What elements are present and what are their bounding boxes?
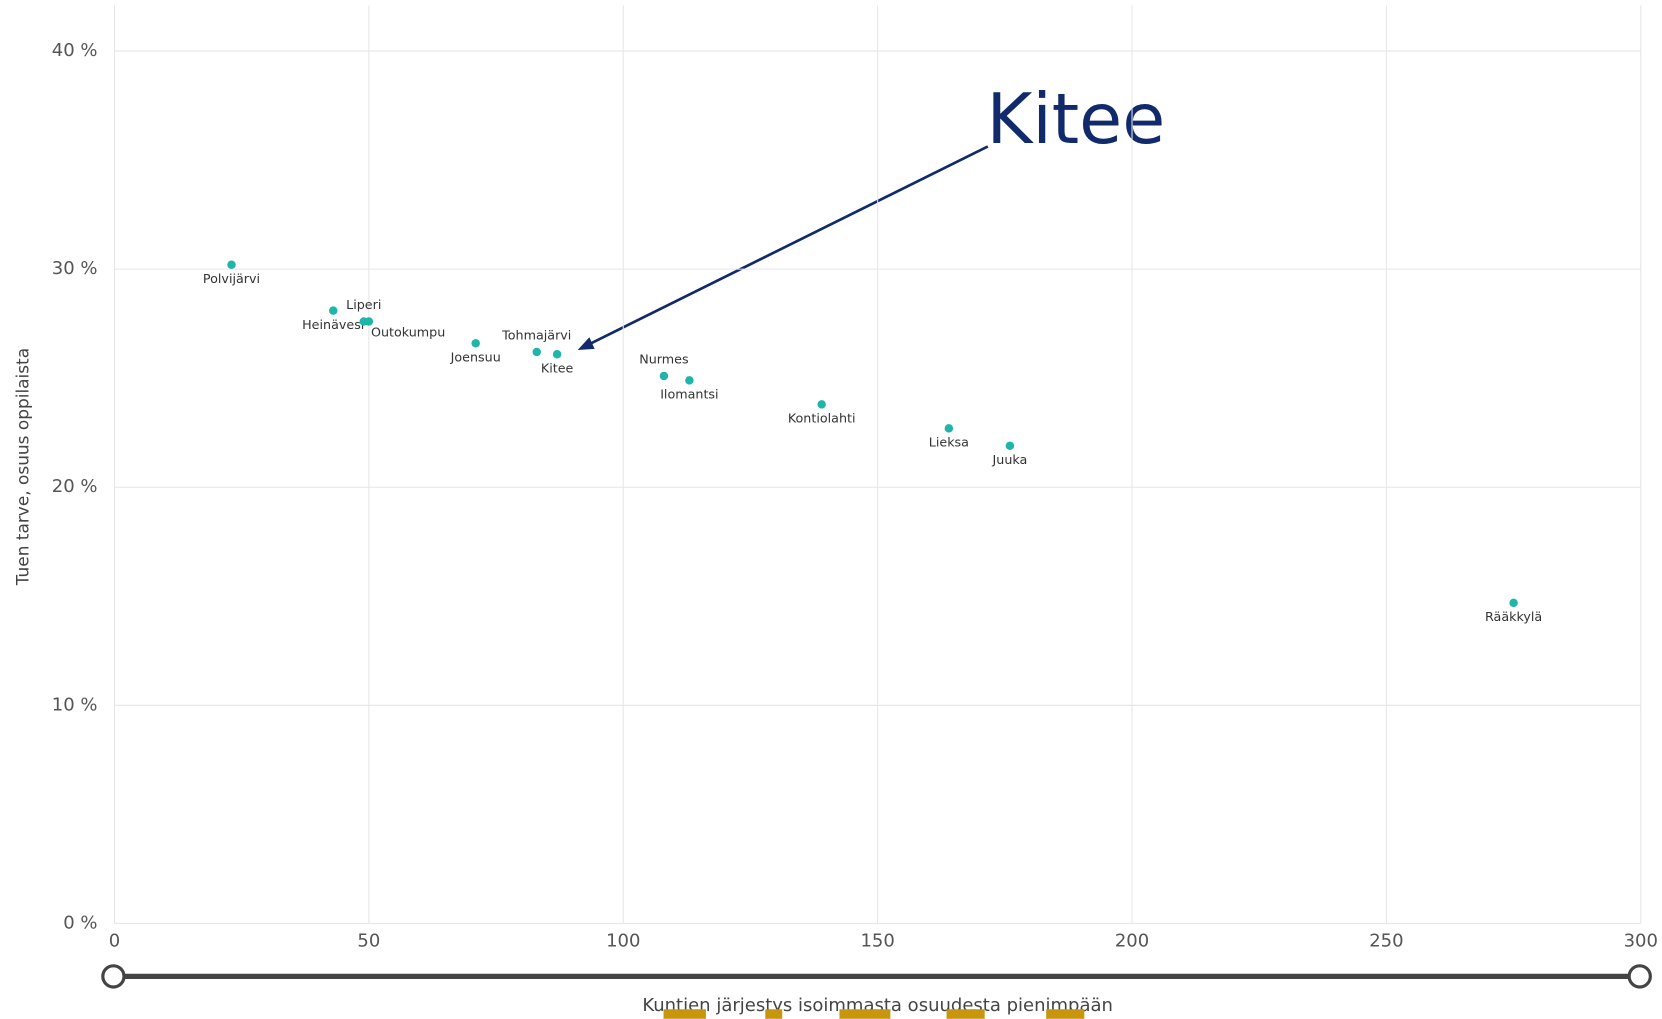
point bbox=[329, 306, 338, 315]
y-tick-label: 30 % bbox=[52, 258, 98, 279]
point bbox=[552, 349, 562, 359]
point bbox=[227, 260, 236, 270]
annotation-arrow bbox=[587, 145, 989, 346]
point-label: Rääkkylä bbox=[1485, 609, 1542, 624]
point-label: Ilomantsi bbox=[660, 387, 718, 402]
y-tick-label: 0 % bbox=[63, 912, 97, 933]
point-label: Kitee bbox=[541, 361, 574, 376]
y-tick-label: 10 % bbox=[52, 694, 98, 715]
point bbox=[685, 376, 694, 385]
x-tick-label: 100 bbox=[606, 930, 640, 951]
point-label: Heinävesi bbox=[302, 317, 364, 332]
point bbox=[659, 371, 669, 381]
point-label: Tohmajärvi bbox=[501, 328, 571, 343]
annotation: Kitee bbox=[986, 79, 1165, 160]
x-tick-label: 150 bbox=[860, 930, 894, 951]
point bbox=[944, 424, 954, 433]
x-tick-label: 250 bbox=[1369, 930, 1403, 951]
x-tick-label: 50 bbox=[357, 930, 380, 951]
point-label: Juuka bbox=[992, 452, 1028, 467]
point-label: Lieksa bbox=[929, 435, 969, 450]
point-label: Polvijärvi bbox=[203, 271, 260, 286]
point-label: Kontiolahti bbox=[788, 411, 856, 426]
point-label: Joensuu bbox=[450, 350, 501, 365]
point bbox=[471, 339, 480, 348]
y-tick-label: 20 % bbox=[52, 476, 98, 497]
x-tick-label: 200 bbox=[1115, 930, 1149, 951]
point bbox=[1005, 441, 1015, 451]
slider-handle[interactable] bbox=[1627, 964, 1652, 989]
arrow-head bbox=[577, 337, 595, 350]
y-axis-label: Tuen tarve, osuus oppilaista bbox=[12, 348, 32, 586]
slider-handle[interactable] bbox=[101, 964, 126, 989]
point bbox=[817, 400, 826, 409]
x-tick-label: 0 bbox=[109, 930, 120, 951]
x-tick-label: 300 bbox=[1624, 930, 1658, 951]
x-axis-label: Kuntien järjestys isoimmasta osuudesta p… bbox=[642, 995, 1113, 1016]
y-tick-label: 40 % bbox=[52, 40, 98, 61]
decoration bbox=[663, 1009, 1085, 1019]
point bbox=[364, 317, 374, 326]
point bbox=[1509, 598, 1518, 608]
point-label: Liperi bbox=[346, 297, 381, 312]
point-label: Nurmes bbox=[639, 352, 688, 367]
point-label: Outokumpu bbox=[371, 325, 445, 340]
point bbox=[532, 347, 541, 357]
